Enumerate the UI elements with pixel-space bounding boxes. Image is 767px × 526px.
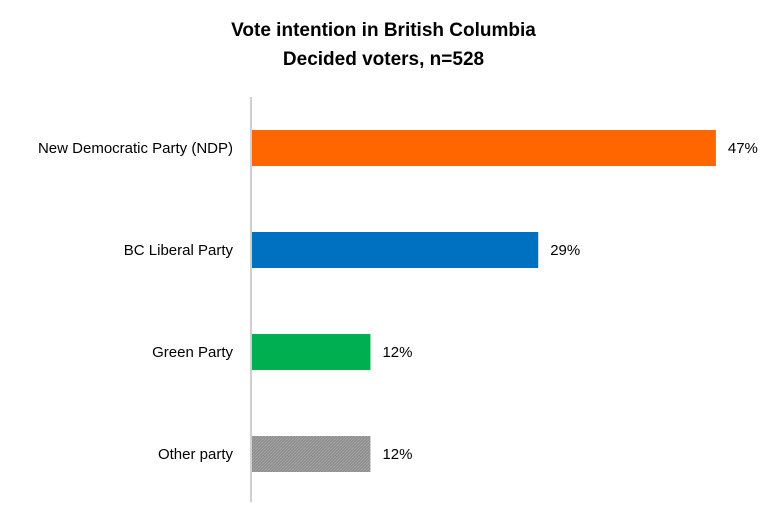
category-label-2: BC Liberal Party bbox=[124, 242, 234, 259]
bar-2 bbox=[252, 232, 539, 268]
bar-4 bbox=[252, 436, 371, 472]
chart-subtitle: Decided voters, n=528 bbox=[282, 49, 485, 70]
data-label-4: 12% bbox=[382, 446, 412, 463]
data-label-3: 12% bbox=[382, 344, 412, 361]
data-label-2: 29% bbox=[550, 242, 580, 259]
bar-1 bbox=[252, 130, 716, 166]
category-label-3: Green Party bbox=[152, 344, 233, 361]
category-label-1: New Democratic Party (NDP) bbox=[38, 140, 233, 157]
bar-3 bbox=[252, 334, 371, 370]
chart-title-block: Vote intention in British Columbia Decid… bbox=[0, 16, 767, 74]
chart-title: Vote intention in British Columbia bbox=[231, 20, 536, 41]
data-label-1: 47% bbox=[728, 140, 758, 157]
category-label-4: Other party bbox=[158, 446, 234, 463]
